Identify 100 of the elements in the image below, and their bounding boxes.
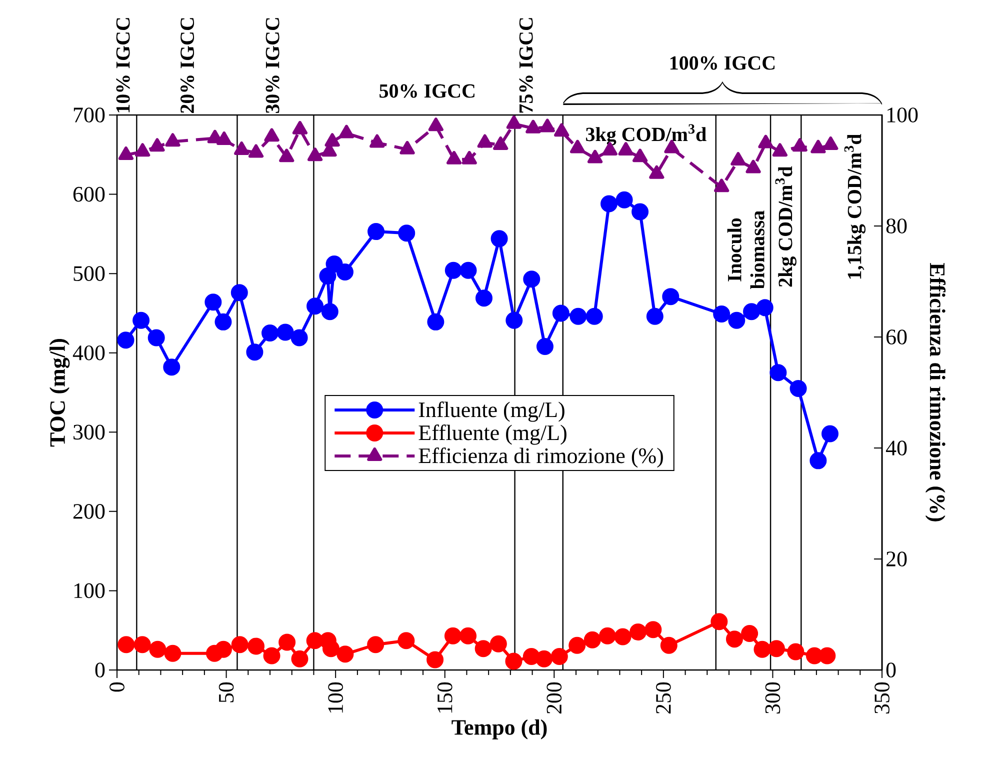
point: [772, 143, 788, 157]
x-tick-label: 300: [765, 682, 780, 714]
point: [248, 638, 265, 655]
y2-tick-label: 100: [887, 108, 918, 122]
point: [598, 627, 616, 644]
point: [118, 146, 134, 160]
point: [616, 191, 633, 208]
point: [428, 118, 444, 132]
point: [398, 632, 415, 650]
point: [714, 178, 730, 192]
x-tick-label: 0: [110, 682, 124, 692]
point: [570, 308, 587, 325]
point: [246, 344, 264, 361]
point: [536, 338, 554, 356]
text: 20% IGCC: [180, 18, 194, 113]
text: 75% IGCC: [519, 18, 533, 113]
text: 100% IGCC: [670, 56, 775, 70]
point: [792, 138, 808, 152]
point: [165, 133, 180, 147]
point: [306, 632, 324, 650]
point: [821, 425, 838, 442]
point: [505, 652, 522, 670]
point: [506, 115, 522, 129]
point: [741, 625, 758, 642]
text: 10% IGCC: [116, 18, 130, 112]
point: [584, 631, 601, 648]
legend-label: Efficienza di rimozione (%): [418, 447, 663, 468]
point: [117, 332, 134, 349]
point: [632, 148, 648, 162]
y-tick-label: 300: [74, 424, 105, 440]
point: [163, 358, 180, 376]
point: [444, 627, 462, 644]
point: [306, 298, 324, 315]
y-tick-label: 500: [74, 266, 105, 281]
point: [810, 140, 826, 154]
point: [493, 136, 508, 150]
point: [477, 134, 492, 148]
point: [248, 144, 264, 158]
point: [370, 134, 385, 148]
point: [790, 380, 807, 398]
point: [324, 133, 340, 147]
annotation: 2kg COD/m$^{3}$d: [775, 166, 796, 287]
point: [368, 223, 385, 240]
point: [336, 263, 354, 280]
point: [326, 256, 343, 273]
point: [743, 303, 760, 320]
point: [649, 165, 664, 179]
x-tick-label: 50: [218, 682, 234, 702]
x-tick-label: 100: [328, 682, 343, 713]
point: [230, 284, 248, 302]
point: [322, 640, 340, 658]
point: [264, 128, 280, 142]
point: [214, 313, 232, 330]
y-tick-label: 100: [74, 583, 105, 598]
y2-tick-label: 0: [886, 662, 896, 678]
point: [758, 134, 774, 148]
y-tick-label: 400: [72, 345, 105, 360]
point: [810, 452, 827, 470]
point: [400, 140, 415, 154]
point: [475, 290, 492, 307]
point: [132, 312, 150, 329]
point: [746, 160, 761, 174]
legend-label: Effluente (mg/L): [418, 424, 566, 445]
point: [756, 299, 774, 316]
point: [768, 640, 785, 658]
annotation: 3kg COD/m$^{3}$d: [586, 124, 706, 146]
y2-axis-title: Efficienza di rimozione (%): [925, 263, 946, 522]
point: [632, 203, 649, 220]
y2-tick-label: 60: [886, 330, 907, 344]
x-tick-label: 250: [656, 682, 671, 714]
point: [523, 270, 540, 288]
point: [319, 267, 336, 284]
y2-tick-label: 20: [886, 552, 907, 566]
text: 30% IGCC: [266, 18, 280, 114]
point: [730, 152, 746, 166]
point: [536, 650, 553, 668]
point: [134, 636, 151, 654]
point: [787, 643, 804, 660]
point: [118, 636, 135, 654]
point: [710, 613, 728, 630]
point: [290, 329, 308, 346]
point: [614, 628, 632, 646]
point: [618, 142, 634, 156]
point: [135, 143, 150, 157]
point: [291, 650, 308, 668]
legend-label: Influente (mg/L): [418, 402, 564, 422]
point: [164, 644, 182, 662]
point: [336, 646, 354, 663]
point: [818, 647, 836, 664]
point: [214, 640, 232, 658]
point: [660, 636, 678, 654]
y-tick-label: 600: [73, 186, 105, 202]
point: [587, 150, 603, 164]
point: [460, 627, 477, 644]
point: [307, 148, 323, 162]
point: [278, 634, 296, 651]
point: [292, 120, 308, 134]
point: [276, 324, 294, 341]
point: [231, 636, 248, 654]
point: [506, 312, 523, 329]
